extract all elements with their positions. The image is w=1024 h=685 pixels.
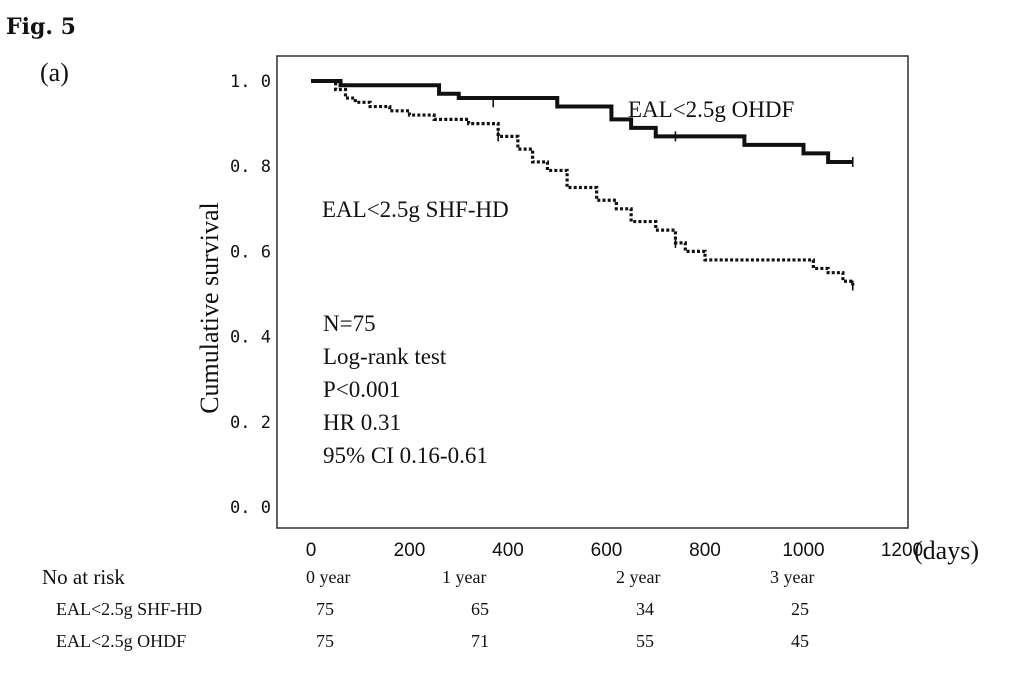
series-line-ohdf (311, 79, 853, 164)
risk-col-3: 3 year (770, 567, 815, 587)
x-tick-label: 1000 (782, 540, 824, 561)
annotation-ci: 95% CI 0.16-0.61 (323, 443, 488, 468)
risk-cell: 75 (316, 599, 334, 619)
risk-table-title: No at risk (42, 565, 125, 589)
x-tick-label: 400 (492, 540, 524, 561)
panel-label: (a) (40, 58, 69, 87)
series-line-shf-hd (311, 79, 855, 286)
annotation-n: N=75 (323, 311, 376, 336)
y-tick-label: 0. 6 (230, 242, 271, 262)
x-tick-label: 1200 (881, 540, 923, 561)
x-tick-label: 0 (306, 540, 317, 561)
risk-cell: 45 (791, 631, 809, 651)
series-label-ohdf: EAL<2.5g OHDF (628, 97, 794, 122)
risk-cell: 65 (471, 599, 489, 619)
x-tick-label: 600 (591, 540, 623, 561)
annotation-hr: HR 0.31 (323, 410, 401, 435)
y-tick-label: 1. 0 (230, 72, 271, 92)
risk-row-label-ohdf: EAL<2.5g OHDF (56, 631, 187, 651)
annotation-p-value: P<0.001 (323, 377, 401, 402)
plot-frame (276, 55, 909, 529)
risk-col-0: 0 year (306, 567, 351, 587)
annotation-test: Log-rank test (323, 344, 447, 369)
risk-cell: 34 (636, 599, 654, 619)
x-tick-label: 200 (394, 540, 426, 561)
risk-col-1: 1 year (442, 567, 487, 587)
y-axis-label: Cumulative survival (195, 202, 224, 414)
risk-cell: 75 (316, 631, 334, 651)
risk-row-label-shf-hd: EAL<2.5g SHF-HD (56, 599, 203, 619)
risk-cell: 71 (471, 631, 489, 651)
y-tick-label: 0. 4 (230, 328, 271, 348)
series-label-shf-hd: EAL<2.5g SHF-HD (322, 197, 509, 222)
risk-cell: 55 (636, 631, 654, 651)
x-axis-unit: (days) (914, 536, 979, 565)
y-tick-label: 0. 0 (230, 498, 271, 518)
y-tick-label: 0. 8 (230, 157, 271, 177)
risk-col-2: 2 year (616, 567, 661, 587)
y-tick-label: 0. 2 (230, 413, 271, 433)
figure-label: Fig. 5 (6, 14, 76, 40)
risk-cell: 25 (791, 599, 809, 619)
x-tick-label: 800 (689, 540, 721, 561)
